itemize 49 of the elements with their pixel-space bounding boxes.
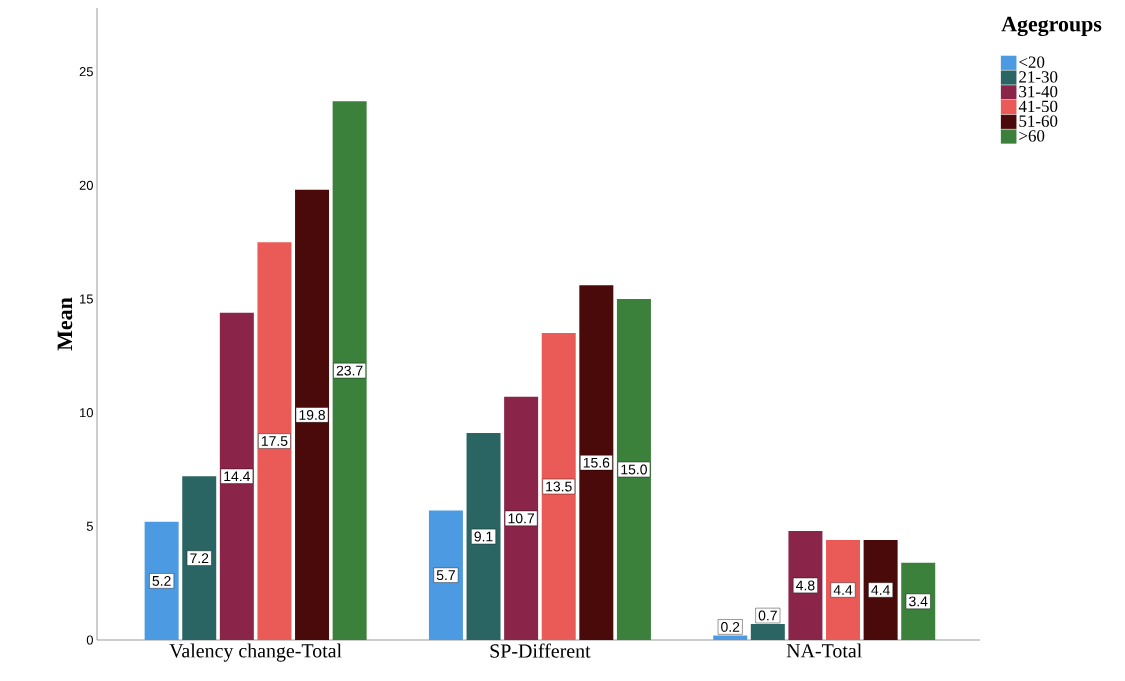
data-label: 0.2	[721, 621, 740, 632]
data-label: 19.8	[299, 409, 326, 420]
data-label: 0.7	[758, 610, 777, 621]
legend-label: <20	[1019, 56, 1045, 68]
legend-title: Agegroups	[1001, 16, 1102, 37]
x-tick-label: SP-Different	[490, 643, 591, 658]
data-label: 10.7	[508, 513, 534, 524]
bar	[541, 333, 576, 640]
y-tick-label: 0	[86, 635, 93, 645]
data-label: 9.1	[474, 531, 493, 542]
legend-label: 21-30	[1019, 71, 1058, 83]
bar	[144, 521, 179, 640]
x-tick-label: NA-Total	[786, 643, 862, 658]
data-label: 5.7	[436, 570, 455, 581]
y-tick-label: 10	[80, 408, 93, 418]
bar	[616, 298, 651, 640]
data-label: 15.0	[621, 464, 647, 475]
data-label: 15.6	[583, 457, 610, 468]
legend-label: >60	[1019, 130, 1045, 142]
y-tick-label: 25	[79, 67, 93, 77]
bar	[257, 242, 292, 640]
legend-label: 41-50	[1018, 100, 1058, 113]
bar	[466, 433, 501, 640]
data-label: 17.5	[261, 436, 288, 446]
bar	[295, 189, 330, 640]
legend-label: 51-60	[1019, 115, 1058, 127]
bar	[863, 539, 898, 640]
y-tick-label: 15	[80, 294, 93, 304]
bar	[788, 530, 823, 640]
y-axis-title: Mean	[57, 297, 73, 351]
data-label: 4.8	[796, 580, 815, 591]
data-label: 5.2	[152, 575, 171, 586]
data-label: 14.4	[224, 471, 250, 482]
data-label: 4.4	[833, 585, 853, 595]
legend-label: 31-40	[1019, 85, 1058, 98]
bar	[428, 510, 463, 640]
bar	[182, 476, 217, 640]
x-tick-label: Valency change-Total	[169, 643, 342, 662]
data-label: 3.4	[909, 596, 928, 607]
data-label: 4.4	[871, 585, 890, 595]
y-tick-label: 5	[86, 521, 93, 531]
bar	[579, 285, 614, 640]
y-tick-label: 20	[79, 180, 93, 190]
bar	[219, 312, 254, 640]
data-label: 7.2	[190, 553, 209, 564]
bar	[332, 101, 367, 640]
bar	[504, 396, 539, 640]
data-label: 23.7	[336, 365, 363, 376]
data-label: 13.5	[546, 481, 572, 492]
